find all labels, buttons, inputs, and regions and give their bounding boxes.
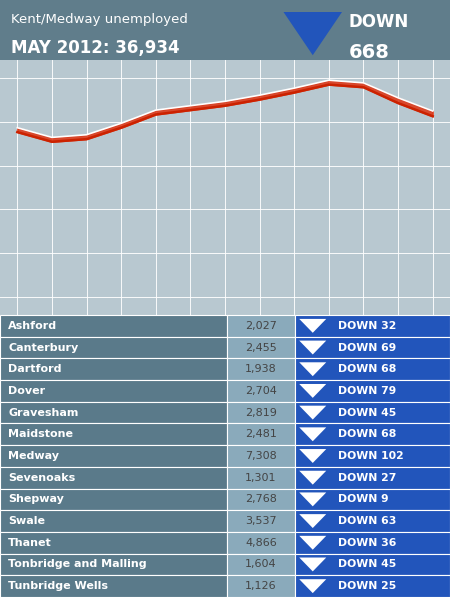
Text: 1,301: 1,301 [245,473,277,483]
Polygon shape [299,427,326,441]
Bar [227,553,295,576]
Text: Shepway: Shepway [8,494,64,504]
Polygon shape [299,536,326,550]
Polygon shape [299,362,326,376]
Bar [295,445,450,467]
Polygon shape [299,558,326,571]
Bar [227,445,295,467]
Polygon shape [299,384,326,398]
Text: Maidstone: Maidstone [8,429,73,439]
Bar [295,467,450,488]
Text: Canterbury: Canterbury [8,343,78,353]
Text: 1,604: 1,604 [245,559,277,570]
Bar [295,380,450,402]
Text: 7,308: 7,308 [245,451,277,461]
Text: Thanet: Thanet [8,538,52,548]
Bar [227,467,295,488]
Bar [295,576,450,597]
Text: 2,819: 2,819 [245,408,277,418]
Bar [0,423,227,445]
Bar [0,532,227,553]
Text: DOWN 45: DOWN 45 [338,408,396,418]
Text: 2,481: 2,481 [245,429,277,439]
Polygon shape [299,406,326,420]
Text: Medway: Medway [8,451,59,461]
Bar [0,402,227,423]
Polygon shape [299,341,326,355]
Bar [295,510,450,532]
Text: Tonbridge and Malling: Tonbridge and Malling [8,559,147,570]
Text: Sevenoaks: Sevenoaks [8,473,75,483]
Text: DOWN 25: DOWN 25 [338,581,396,591]
Bar [227,337,295,358]
Bar [295,423,450,445]
Text: Swale: Swale [8,516,45,526]
Bar [0,467,227,488]
Bar [0,380,227,402]
Text: DOWN 27: DOWN 27 [338,473,396,483]
Text: 1,938: 1,938 [245,364,277,374]
Polygon shape [284,12,342,55]
Text: DOWN: DOWN [349,13,409,31]
Text: DOWN 102: DOWN 102 [338,451,403,461]
Text: MAY 2012: 36,934: MAY 2012: 36,934 [11,39,180,57]
Text: DOWN 9: DOWN 9 [338,494,388,504]
Polygon shape [299,493,326,506]
Text: DOWN 68: DOWN 68 [338,364,396,374]
Bar [227,488,295,510]
Text: 2,027: 2,027 [245,321,277,331]
Bar [0,315,227,337]
Text: DOWN 68: DOWN 68 [338,429,396,439]
Bar [0,553,227,576]
Text: Ashford: Ashford [8,321,57,331]
Bar [295,337,450,358]
Bar [227,510,295,532]
Text: 2,768: 2,768 [245,494,277,504]
Bar [0,576,227,597]
Bar [295,358,450,380]
Polygon shape [299,514,326,528]
Bar [295,315,450,337]
Bar [0,445,227,467]
Text: DOWN 69: DOWN 69 [338,343,396,353]
Text: DOWN 45: DOWN 45 [338,559,396,570]
Text: 4,866: 4,866 [245,538,277,548]
Bar [295,532,450,553]
Text: Kent/Medway unemployed: Kent/Medway unemployed [11,13,188,26]
Text: Dover: Dover [8,386,45,396]
Text: Gravesham: Gravesham [8,408,78,418]
Text: 2,455: 2,455 [245,343,277,353]
Bar [295,402,450,423]
Polygon shape [299,319,326,333]
Bar [295,553,450,576]
Text: 668: 668 [349,43,390,62]
Text: 2,704: 2,704 [245,386,277,396]
Text: Dartford: Dartford [8,364,62,374]
Bar [227,315,295,337]
Bar [295,488,450,510]
Bar [227,576,295,597]
Text: 3,537: 3,537 [245,516,277,526]
Polygon shape [299,471,326,485]
Text: 1,126: 1,126 [245,581,277,591]
Bar [0,358,227,380]
Bar [0,337,227,358]
Bar [0,510,227,532]
Polygon shape [299,449,326,463]
Bar [227,532,295,553]
Text: DOWN 36: DOWN 36 [338,538,396,548]
Text: DOWN 63: DOWN 63 [338,516,396,526]
Polygon shape [299,579,326,593]
Bar [227,402,295,423]
Bar [227,380,295,402]
Bar [227,423,295,445]
Text: DOWN 32: DOWN 32 [338,321,396,331]
Bar [227,358,295,380]
Text: DOWN 79: DOWN 79 [338,386,396,396]
Text: Tunbridge Wells: Tunbridge Wells [8,581,108,591]
Bar [0,488,227,510]
